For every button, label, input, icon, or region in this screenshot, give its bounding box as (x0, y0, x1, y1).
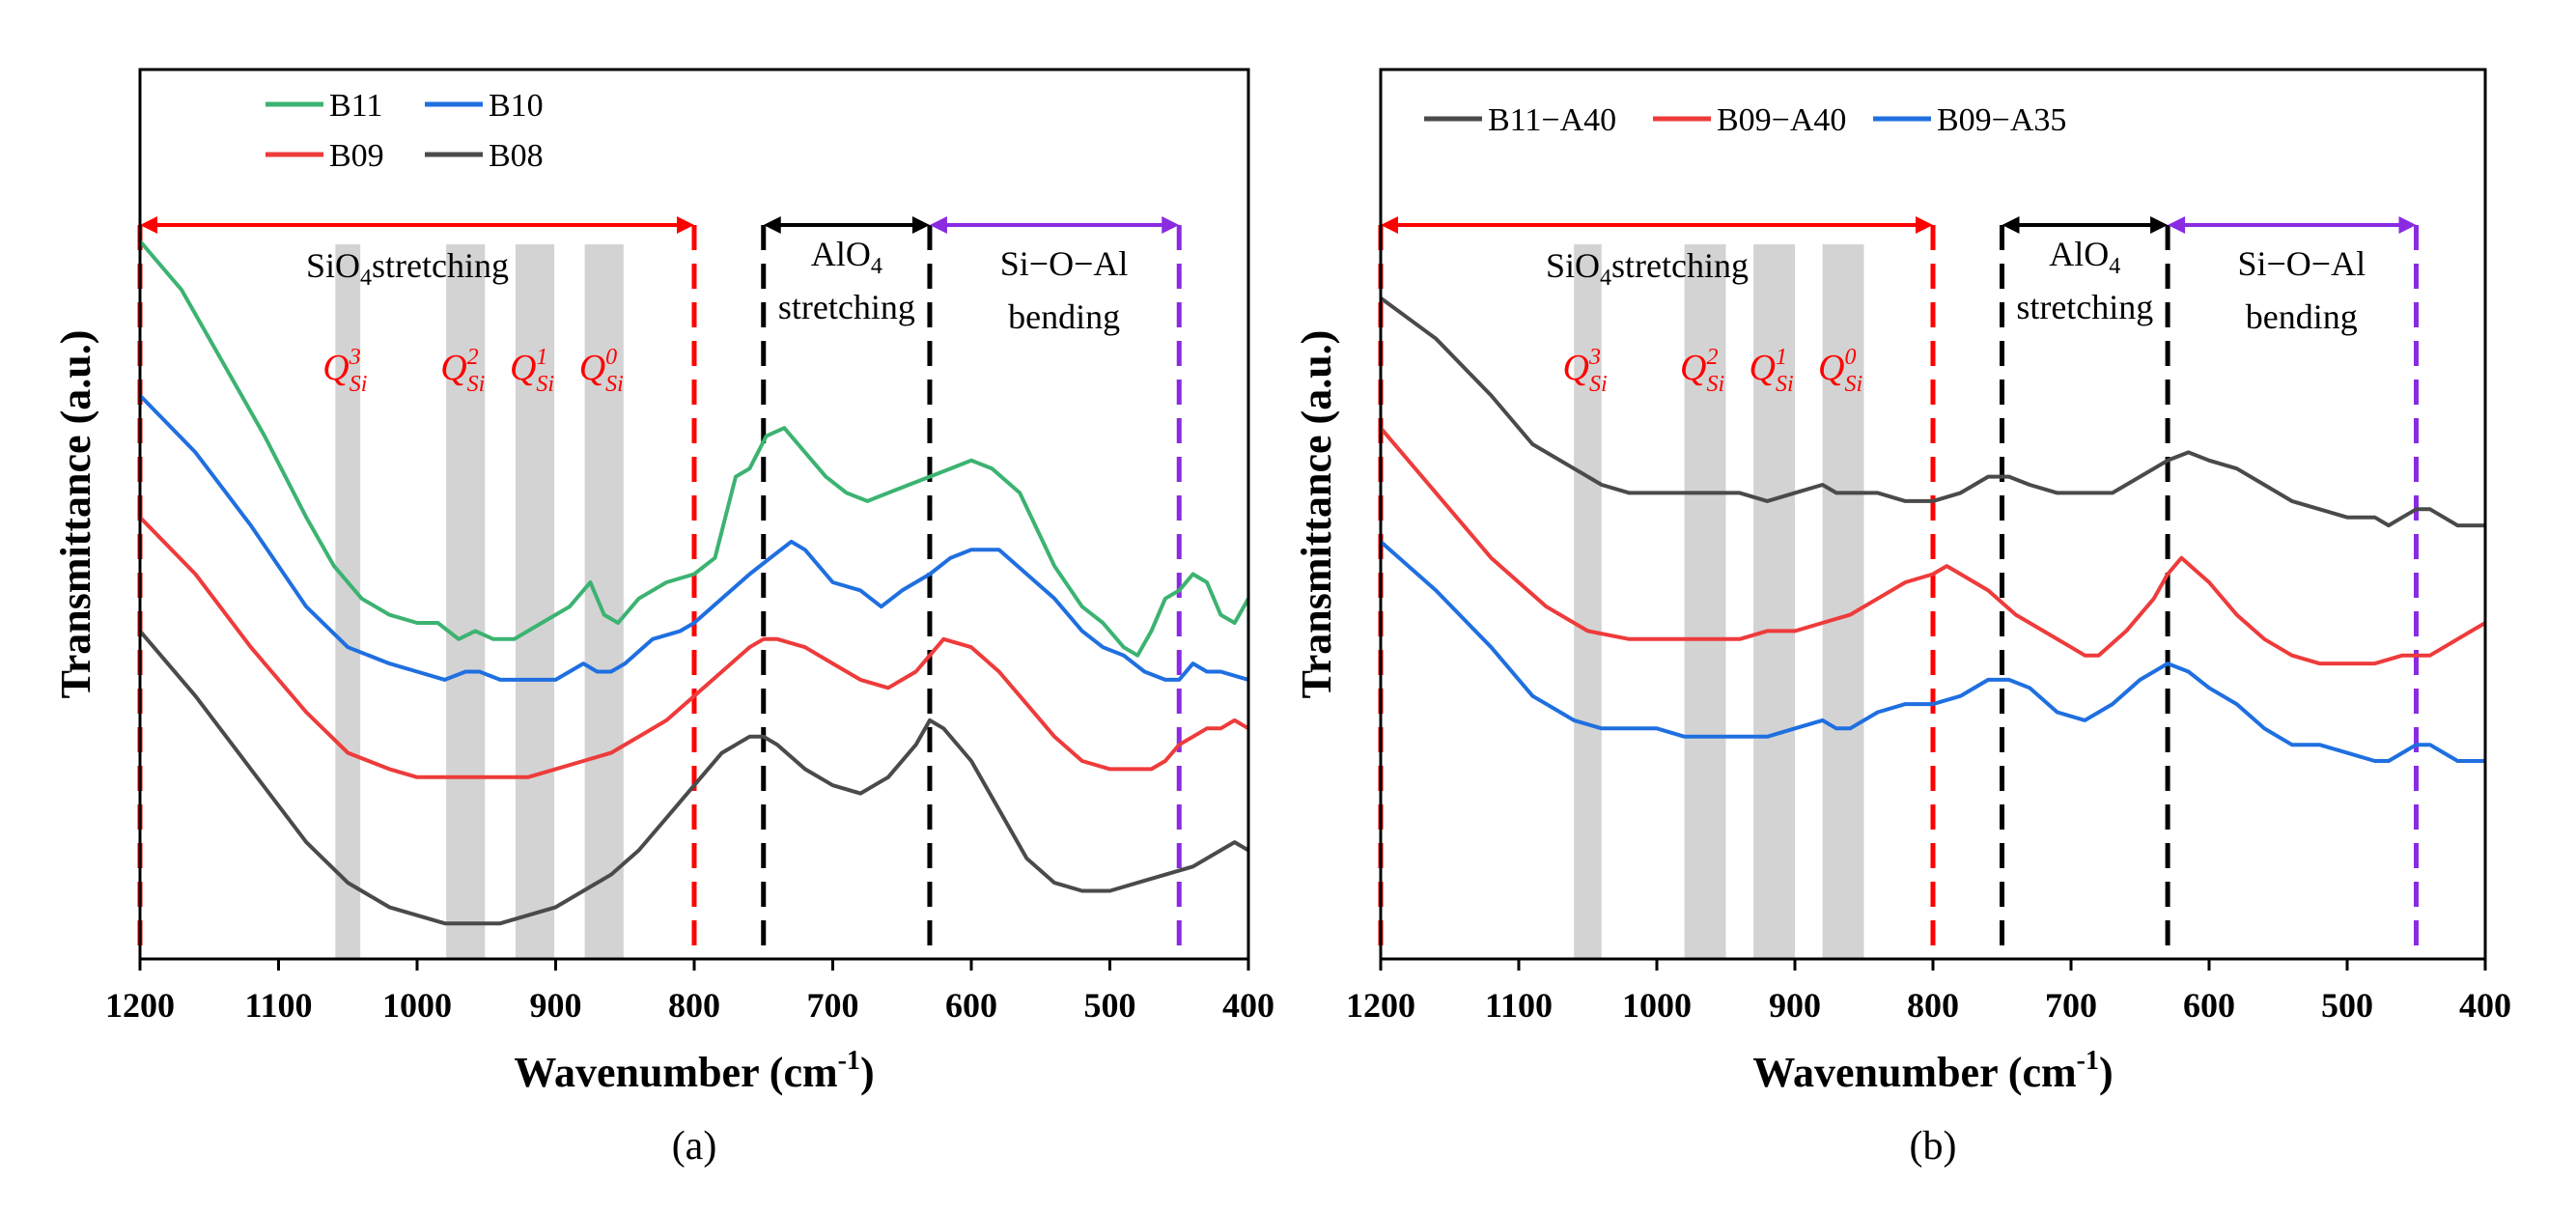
series-B09−A35 (1379, 540, 2485, 763)
region-label-sioal-line2: bending (2246, 297, 2358, 336)
q-band-label-3: Q0 Si (1818, 345, 1862, 397)
region-label-alo4-line2: stretching (778, 288, 915, 326)
q-band-2 (1753, 244, 1795, 959)
x-tick-label-400: 400 (2459, 986, 2511, 1025)
legend-label-B11−A40: B11−A40 (1488, 102, 1616, 138)
q-band-label-2: Q1 Si (510, 345, 554, 397)
x-tick-label-1200: 1200 (1346, 986, 1415, 1025)
series-B10 (138, 394, 1249, 682)
x-tick-label-600: 600 (945, 986, 997, 1025)
q-band-label-0: Q3 Si (1563, 345, 1608, 397)
x-tick-label-900: 900 (530, 986, 582, 1025)
region-label-alo4: AlO4 (811, 235, 882, 279)
series-B11−A40 (1379, 296, 2485, 528)
region-label-alo4: AlO4 (2049, 235, 2120, 279)
q-band-label-2: Q1 Si (1750, 345, 1794, 397)
x-axis-title: Wavenumber (cm-1) (514, 1046, 874, 1096)
region-label-sioal: Si−O−Al (1000, 244, 1129, 283)
x-axis-title: Wavenumber (cm-1) (1752, 1046, 2113, 1096)
series-B11 (138, 239, 1250, 658)
region-arrow-head-right-1 (2150, 216, 2169, 234)
panel-b: Q3 Si Q2 Si Q1 Si Q0 Si SiO4stretching AlO4 stretc… (1293, 68, 2511, 1169)
series-B09 (138, 516, 1250, 779)
region-arrow-head-right-0 (1916, 216, 1933, 234)
panel-label: (a) (672, 1124, 717, 1169)
x-tick-label-800: 800 (668, 986, 720, 1025)
series-B09−A40 (1379, 426, 2487, 666)
x-tick-label-700: 700 (2045, 986, 2097, 1025)
region-label-sio4: SiO4stretching (1546, 246, 1749, 291)
legend-label-B08: B08 (489, 138, 544, 174)
x-tick-label-800: 800 (1907, 986, 1959, 1025)
region-label-sioal: Si−O−Al (2237, 244, 2366, 283)
legend-label-B11: B11 (329, 88, 382, 124)
x-tick-label-500: 500 (1084, 986, 1136, 1025)
region-arrow-head-right-2 (1162, 216, 1180, 234)
q-band-3 (584, 244, 624, 959)
q-band-label-1: Q2 Si (440, 345, 485, 397)
region-arrow-head-left-1 (2002, 216, 2020, 234)
x-tick-label-1100: 1100 (1485, 986, 1553, 1025)
x-tick-label-900: 900 (1769, 986, 1821, 1025)
x-tick-label-500: 500 (2321, 986, 2373, 1025)
q-band-label-3: Q0 Si (579, 345, 624, 397)
x-tick-label-1200: 1200 (105, 986, 175, 1025)
x-tick-label-1000: 1000 (382, 986, 452, 1025)
region-arrow-head-left-0 (140, 216, 157, 234)
legend-label-B09−A35: B09−A35 (1937, 102, 2066, 138)
panel-label: (b) (1910, 1124, 1957, 1169)
region-arrow-head-left-2 (929, 216, 947, 234)
region-arrow-head-right-1 (911, 216, 930, 234)
legend-label-B10: B10 (489, 88, 544, 124)
y-axis-title: Transmittance (a.u.) (1293, 330, 1340, 699)
series-B08 (138, 630, 1250, 926)
region-label-sio4: SiO4stretching (306, 246, 509, 291)
q-band-3 (1822, 244, 1864, 959)
q-band-label-1: Q2 Si (1680, 345, 1724, 397)
q-band-1 (446, 244, 486, 959)
region-arrow-head-left-1 (763, 216, 781, 234)
region-arrow-head-right-2 (2398, 216, 2417, 234)
q-band-1 (1684, 244, 1726, 959)
x-tick-label-700: 700 (807, 986, 859, 1025)
panel-a: Q3 Si Q2 Si Q1 Si Q0 Si SiO4stretching AlO4 stretc… (52, 68, 1274, 1169)
y-axis-title: Transmittance (a.u.) (52, 330, 99, 699)
q-band-2 (515, 244, 555, 959)
legend-label-B09−A40: B09−A40 (1717, 102, 1846, 138)
region-arrow-head-right-0 (677, 216, 694, 234)
region-arrow-head-left-0 (1381, 216, 1398, 234)
region-arrow-head-left-2 (2168, 216, 2186, 234)
q-band-label-0: Q3 Si (322, 345, 367, 397)
x-tick-label-400: 400 (1222, 986, 1274, 1025)
legend-label-B09: B09 (329, 138, 384, 174)
q-band-0 (335, 244, 361, 959)
x-tick-label-1100: 1100 (244, 986, 312, 1025)
x-tick-label-1000: 1000 (1622, 986, 1692, 1025)
region-label-alo4-line2: stretching (2016, 288, 2153, 326)
q-band-0 (1574, 244, 1602, 959)
x-tick-label-600: 600 (2183, 986, 2235, 1025)
region-label-sioal-line2: bending (1008, 297, 1120, 336)
